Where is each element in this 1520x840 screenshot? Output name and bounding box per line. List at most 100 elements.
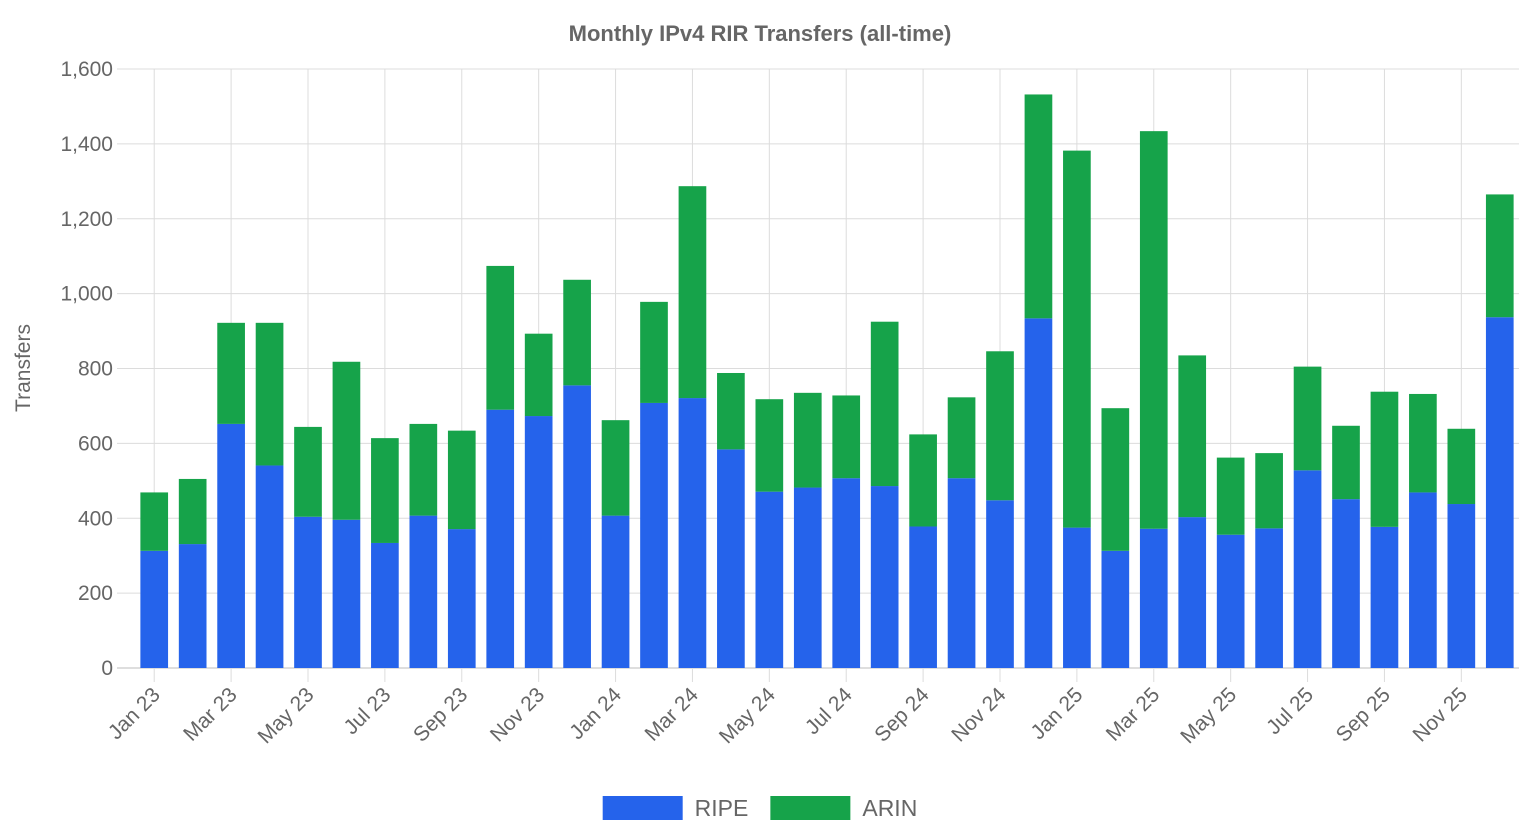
bar-arin [332, 361, 361, 520]
bar-ripe [1178, 517, 1207, 668]
bar-ripe [1370, 526, 1399, 668]
bar-arin [1409, 393, 1437, 493]
bar-ripe [486, 409, 515, 668]
x-tick-label: Sep 25 [1332, 683, 1395, 746]
x-tick-label: Mar 25 [1102, 683, 1164, 745]
x-tick-label: Mar 23 [179, 683, 241, 745]
bar-ripe [717, 449, 745, 668]
legend-swatch-ripe [602, 796, 683, 820]
y-tick-label: 1,200 [60, 208, 113, 231]
legend: RIPE ARIN [602, 795, 917, 821]
y-axis-ticks: 0 200 400 600 800 1,000 1,200 1,400 1,600 [60, 58, 113, 680]
bar-ripe [1447, 504, 1476, 668]
x-axis-ticks: Jan 23 Mar 23 May 23 Jul 23 Sep 23 Nov 23 Jan … [104, 683, 1472, 748]
y-axis-title: Transfers [12, 324, 35, 412]
bar-ripe [793, 487, 822, 668]
x-tick-label: Jul 24 [801, 683, 857, 739]
bar-ripe [1293, 470, 1322, 668]
bar-ripe [986, 500, 1014, 668]
bar-arin [1216, 457, 1245, 535]
bar-ripe [178, 544, 207, 668]
x-tick-label: May 24 [715, 683, 780, 748]
bar-arin [1255, 453, 1283, 529]
bar-ripe [755, 491, 784, 668]
y-tick-label: 1,000 [60, 283, 113, 306]
bars [140, 94, 1514, 668]
x-tick-label: Jan 23 [104, 683, 165, 744]
bar-ripe [870, 486, 899, 668]
bar-arin [1293, 366, 1322, 471]
y-tick-label: 0 [101, 657, 113, 680]
bar-arin [178, 478, 207, 545]
bar-arin [832, 395, 861, 479]
bar-arin [371, 438, 399, 543]
bar-arin [986, 351, 1014, 501]
bar-arin [1485, 194, 1514, 318]
bar-arin [793, 392, 822, 488]
y-tick-label: 600 [78, 432, 113, 455]
bar-arin [755, 399, 784, 492]
legend-swatch-arin [770, 796, 851, 820]
bar-arin [1178, 355, 1207, 518]
bar-arin [909, 434, 937, 527]
x-tick-label: Nov 25 [1409, 683, 1472, 746]
bar-arin [1139, 131, 1168, 529]
y-tick-label: 400 [78, 507, 113, 530]
legend-label-arin: ARIN [862, 795, 917, 821]
bar-arin [870, 321, 899, 487]
bar-ripe [947, 478, 976, 668]
bar-arin [563, 279, 591, 386]
bar-ripe [1216, 534, 1245, 668]
bar-ripe [1409, 492, 1437, 668]
x-tick-label: Nov 24 [947, 683, 1011, 747]
x-tick-label: May 23 [254, 683, 319, 748]
y-tick-label: 1,400 [60, 133, 113, 156]
bar-ripe [909, 526, 937, 668]
x-tick-label: Jul 23 [340, 683, 396, 739]
x-tick-label: Jan 24 [565, 683, 626, 744]
bar-ripe [371, 542, 399, 668]
bar-arin [1024, 94, 1053, 319]
bar-ripe [640, 402, 668, 668]
x-tick-label: Sep 23 [409, 683, 472, 746]
x-tick-label: Mar 24 [641, 683, 704, 746]
x-tick-label: May 25 [1176, 683, 1241, 748]
bar-arin [678, 186, 707, 399]
bar-arin [140, 492, 169, 551]
bar-ripe [524, 416, 553, 668]
x-tick-label: Jan 25 [1027, 683, 1088, 744]
legend-label-ripe: RIPE [695, 795, 749, 821]
bar-arin [640, 301, 668, 403]
bar-arin [255, 322, 284, 466]
bar-ripe [563, 385, 591, 668]
bar-ripe [1101, 550, 1130, 668]
bar-ripe [140, 550, 169, 668]
bar-ripe [1255, 528, 1283, 668]
bar-arin [217, 322, 245, 424]
bar-ripe [1063, 527, 1091, 668]
bar-ripe [332, 519, 361, 668]
bar-ripe [678, 398, 707, 668]
bar-ripe [832, 478, 861, 668]
y-tick-label: 200 [78, 582, 113, 605]
bar-ripe [1485, 317, 1514, 668]
x-tick-label: Nov 23 [486, 683, 549, 746]
bar-ripe [255, 465, 284, 668]
bar-ripe [601, 515, 630, 668]
bar-ripe [1024, 318, 1053, 668]
y-tick-label: 800 [78, 358, 113, 381]
bar-ripe [217, 423, 245, 668]
bar-arin [717, 372, 745, 450]
bar-ripe [1332, 499, 1360, 668]
bar-arin [601, 420, 630, 516]
bar-arin [294, 426, 322, 517]
bar-arin [1370, 391, 1399, 527]
y-tick-label: 1,600 [60, 58, 113, 81]
bar-ripe [1139, 528, 1168, 668]
bar-arin [409, 423, 438, 516]
chart-title: Monthly IPv4 RIR Transfers (all-time) [569, 21, 952, 46]
bar-arin [1101, 408, 1130, 551]
bar-arin [1332, 425, 1360, 500]
